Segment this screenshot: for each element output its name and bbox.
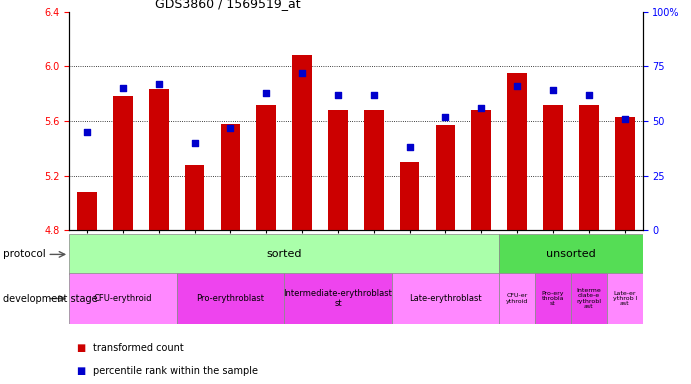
Bar <box>328 110 348 230</box>
Point <box>404 144 415 150</box>
Text: protocol: protocol <box>3 249 46 260</box>
Bar <box>149 89 169 230</box>
Bar <box>535 273 571 324</box>
Point <box>583 92 594 98</box>
Point <box>476 105 487 111</box>
Point <box>547 87 558 93</box>
Bar <box>113 96 133 230</box>
Bar <box>435 125 455 230</box>
Text: transformed count: transformed count <box>93 343 184 353</box>
Text: Interme
diate-e
rythrobl
ast: Interme diate-e rythrobl ast <box>576 288 601 309</box>
Bar <box>220 124 240 230</box>
Bar <box>364 110 384 230</box>
Text: CFU-erythroid: CFU-erythroid <box>93 294 152 303</box>
Bar <box>69 234 499 275</box>
Bar <box>69 273 177 324</box>
Bar <box>507 73 527 230</box>
Text: ■: ■ <box>76 343 85 353</box>
Text: Intermediate-erythroblast
st: Intermediate-erythroblast st <box>283 289 392 308</box>
Text: GDS3860 / 1569519_at: GDS3860 / 1569519_at <box>155 0 301 10</box>
Text: Pro-erythroblast: Pro-erythroblast <box>196 294 265 303</box>
Point <box>332 92 343 98</box>
Text: sorted: sorted <box>267 249 302 260</box>
Text: CFU-er
ythroid: CFU-er ythroid <box>506 293 529 304</box>
Bar <box>392 273 499 324</box>
Bar <box>579 104 598 230</box>
Bar <box>77 192 97 230</box>
Point <box>189 140 200 146</box>
Text: ■: ■ <box>76 366 85 376</box>
Point <box>368 92 379 98</box>
Bar <box>292 55 312 230</box>
Bar <box>499 234 643 275</box>
Point <box>117 85 129 91</box>
Text: development stage: development stage <box>3 293 98 304</box>
Text: percentile rank within the sample: percentile rank within the sample <box>93 366 258 376</box>
Text: unsorted: unsorted <box>546 249 596 260</box>
Bar <box>543 104 563 230</box>
Bar <box>256 104 276 230</box>
Text: Late-erythroblast: Late-erythroblast <box>409 294 482 303</box>
Bar <box>400 162 419 230</box>
Bar <box>615 117 634 230</box>
Point <box>619 116 630 122</box>
Bar <box>471 110 491 230</box>
Bar <box>177 273 284 324</box>
Point <box>440 114 451 120</box>
Point <box>296 70 307 76</box>
Bar <box>607 273 643 324</box>
Text: Late-er
ythrob l
ast: Late-er ythrob l ast <box>612 291 637 306</box>
Bar <box>184 165 205 230</box>
Point <box>153 81 164 87</box>
Text: Pro-ery
throbla
st: Pro-ery throbla st <box>542 291 565 306</box>
Bar <box>499 273 535 324</box>
Point <box>225 124 236 131</box>
Bar <box>571 273 607 324</box>
Point <box>82 129 93 135</box>
Bar <box>284 273 392 324</box>
Point <box>511 83 522 89</box>
Point <box>261 89 272 96</box>
